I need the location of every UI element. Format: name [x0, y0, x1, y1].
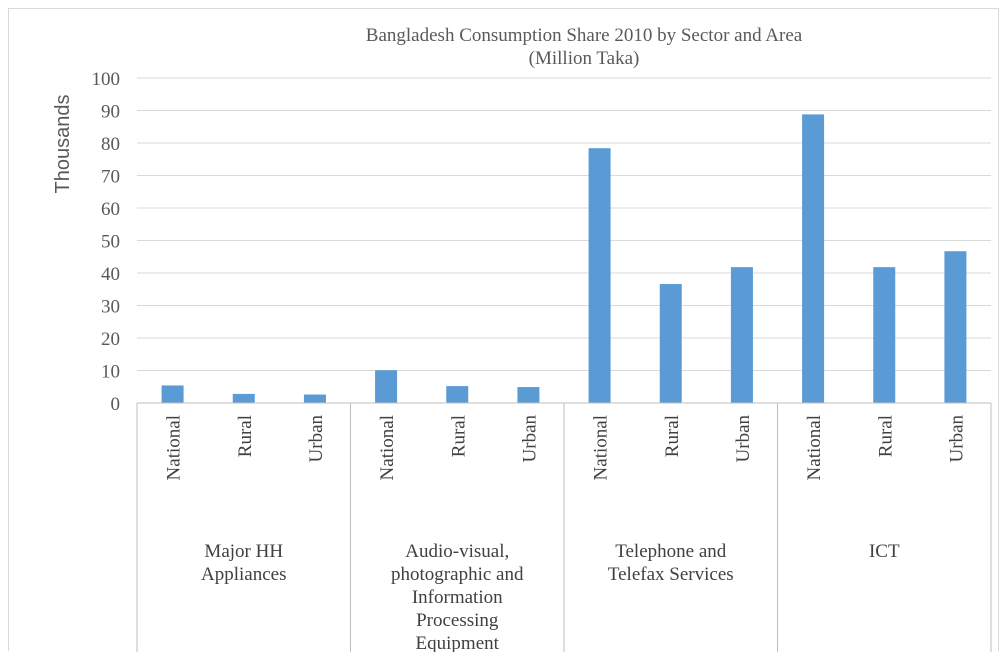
y-axis-label: Thousands [52, 95, 74, 194]
chart-title: Bangladesh Consumption Share 2010 by Sec… [366, 25, 803, 46]
bar [303, 394, 326, 403]
y-tick-label: 20 [101, 329, 120, 350]
x-group-label: Appliances [201, 564, 286, 585]
y-tick-label: 80 [101, 134, 120, 155]
y-tick-label: 10 [101, 362, 120, 383]
x-category-label: National [804, 415, 825, 480]
bar [232, 393, 255, 403]
bar [802, 114, 825, 404]
x-group-label: Audio-visual, [405, 541, 509, 562]
bar [375, 370, 398, 403]
x-group-label: Equipment [416, 633, 500, 652]
x-category-label: Urban [733, 415, 754, 463]
x-group-label: Telefax Services [608, 564, 734, 585]
y-tick-label: 0 [111, 394, 121, 415]
bar [161, 385, 184, 403]
x-category-label: Urban [519, 415, 540, 463]
gridlines [137, 77, 991, 371]
x-category-label: National [377, 415, 398, 480]
y-tick-label: 70 [101, 167, 120, 188]
bars [161, 114, 967, 404]
y-tick-label: 30 [101, 297, 120, 318]
chart-subtitle: (Million Taka) [529, 48, 640, 69]
bar [944, 251, 967, 403]
x-category-label: Rural [875, 415, 896, 457]
x-group-label: Processing [416, 610, 499, 631]
x-category-label: Urban [946, 415, 967, 463]
y-tick-label: 90 [101, 102, 120, 123]
y-tick-label: 60 [101, 199, 120, 220]
x-category-label: National [591, 415, 612, 480]
x-group-label: photographic and [391, 564, 524, 585]
chart-area: Bangladesh Consumption Share 2010 by Sec… [8, 8, 999, 652]
x-category-label: Rural [235, 415, 256, 457]
x-group-label: ICT [869, 541, 900, 562]
bar [730, 267, 753, 403]
bar [446, 386, 469, 403]
bar [873, 267, 896, 403]
bar [588, 148, 611, 403]
x-group-label: Information [412, 587, 503, 608]
x-group-label: Major HH [204, 541, 283, 562]
y-tick-label: 40 [101, 264, 120, 285]
y-tick-label: 100 [92, 69, 121, 90]
chart-svg: Bangladesh Consumption Share 2010 by Sec… [52, 25, 992, 652]
x-category-label: Rural [448, 415, 469, 457]
x-category-label: Rural [662, 415, 683, 457]
x-category-label: Urban [306, 415, 327, 463]
y-tick-label: 50 [101, 232, 120, 253]
x-category-label: National [164, 415, 185, 480]
y-tick-labels: 0 10 20 30 40 50 60 70 80 90 100 [92, 69, 121, 415]
x-group-label: Telephone and [615, 541, 727, 562]
bar [659, 284, 682, 403]
bar [517, 387, 540, 403]
